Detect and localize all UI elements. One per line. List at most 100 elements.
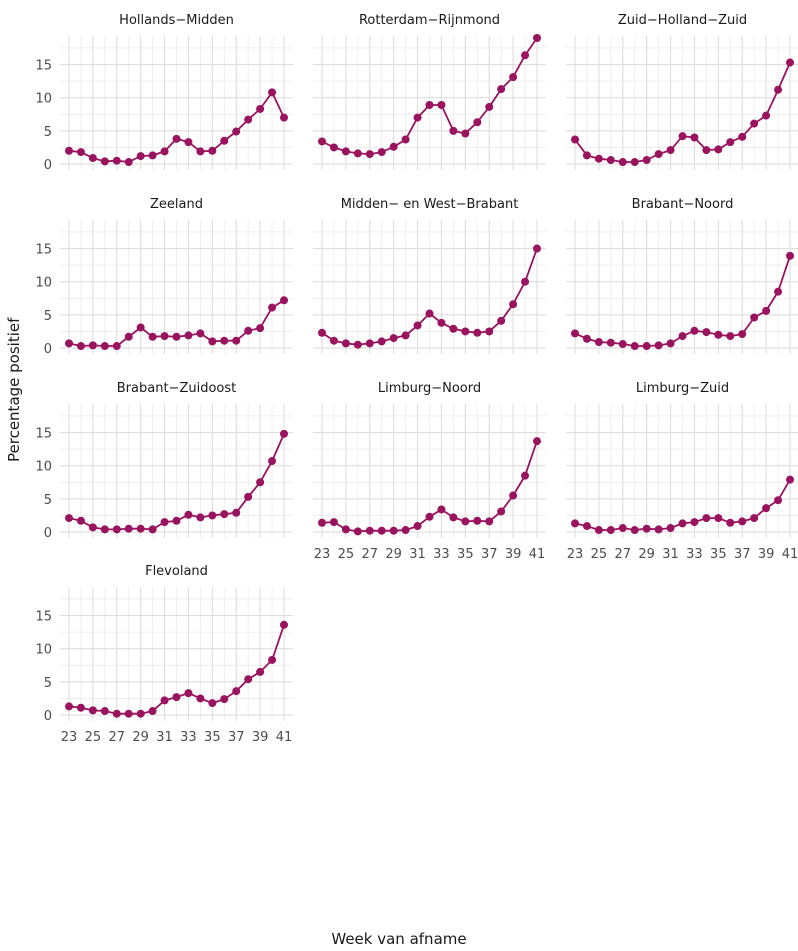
data-point (738, 330, 747, 339)
y-tick-label: 5 (44, 493, 52, 508)
data-point (365, 150, 374, 159)
data-point (318, 328, 326, 337)
data-point (582, 522, 591, 531)
data-point (280, 296, 288, 305)
data-point (244, 675, 253, 684)
data-point (220, 136, 229, 145)
y-tick-label: 15 (35, 59, 52, 74)
data-point (413, 522, 422, 531)
data-point (774, 496, 783, 505)
data-point (208, 699, 217, 708)
data-point (509, 491, 518, 500)
data-point (582, 151, 591, 160)
data-point (654, 150, 663, 159)
data-point (184, 331, 193, 340)
data-point (160, 332, 169, 341)
data-point (341, 525, 350, 534)
x-tick-label: 27 (615, 547, 632, 562)
data-point (65, 702, 73, 711)
x-tick-label: 33 (686, 547, 703, 562)
x-tick-label: 33 (433, 547, 450, 562)
data-point (148, 707, 157, 716)
x-tick-label: 35 (457, 547, 474, 562)
x-tick-label: 23 (314, 547, 331, 562)
data-point (714, 330, 723, 339)
data-point (726, 518, 735, 527)
data-point (256, 104, 265, 113)
data-point (280, 113, 288, 122)
panel-title: Brabant−Zuidoost (117, 381, 236, 396)
data-point (690, 326, 699, 335)
x-tick-label: 29 (638, 547, 655, 562)
x-axis-label: Week van afname (331, 930, 467, 948)
data-point (401, 331, 410, 340)
y-tick-label: 0 (44, 342, 52, 357)
data-point (786, 475, 794, 484)
data-point (353, 340, 362, 349)
data-point (148, 525, 157, 534)
data-point (136, 152, 145, 161)
data-point (485, 327, 494, 336)
data-point (196, 513, 205, 522)
x-tick-label: 41 (529, 547, 546, 562)
data-point (329, 336, 338, 345)
data-point (594, 526, 603, 535)
data-point (232, 127, 241, 136)
data-point (148, 332, 157, 341)
data-point (678, 332, 687, 341)
data-point (726, 332, 735, 341)
panel-title: Flevoland (145, 564, 208, 579)
data-point (461, 129, 470, 138)
data-point (112, 709, 121, 718)
y-tick-label: 5 (44, 676, 52, 691)
data-point (329, 143, 338, 152)
x-tick-label: 37 (734, 547, 751, 562)
data-point (533, 244, 541, 253)
x-tick-label: 27 (362, 547, 379, 562)
x-tick-label: 35 (710, 547, 727, 562)
data-point (112, 156, 121, 165)
y-tick-label: 15 (35, 243, 52, 258)
data-point (268, 88, 277, 97)
x-tick-label: 23 (61, 730, 78, 745)
data-point (413, 321, 422, 330)
data-point (268, 457, 277, 466)
data-point (606, 338, 615, 347)
y-tick-label: 0 (44, 709, 52, 724)
data-point (377, 148, 386, 157)
x-tick-label: 41 (782, 547, 798, 562)
data-point (425, 100, 434, 109)
data-point (76, 516, 85, 525)
data-point (401, 135, 410, 144)
y-tick-label: 10 (35, 643, 52, 658)
x-tick-label: 29 (385, 547, 402, 562)
data-point (738, 132, 747, 141)
data-point (160, 147, 169, 156)
x-tick-label: 35 (204, 730, 221, 745)
data-point (750, 514, 759, 523)
data-point (112, 525, 121, 534)
x-tick-label: 39 (505, 547, 522, 562)
data-point (726, 138, 735, 147)
data-point (533, 33, 541, 42)
data-point (268, 655, 277, 664)
data-point (702, 146, 711, 155)
panel-title: Limburg−Noord (378, 381, 481, 396)
data-point (124, 709, 133, 718)
data-point (509, 73, 518, 82)
data-point (666, 524, 675, 533)
data-point (389, 526, 398, 535)
data-point (425, 512, 434, 521)
x-tick-label: 25 (338, 547, 355, 562)
data-point (437, 100, 446, 109)
data-point (425, 309, 434, 318)
x-tick-label: 31 (662, 547, 679, 562)
data-point (630, 158, 639, 167)
data-point (244, 492, 253, 501)
data-point (630, 342, 639, 351)
data-point (232, 687, 241, 696)
data-point (461, 517, 470, 526)
x-tick-label: 29 (132, 730, 149, 745)
data-point (184, 510, 193, 519)
data-point (136, 524, 145, 533)
